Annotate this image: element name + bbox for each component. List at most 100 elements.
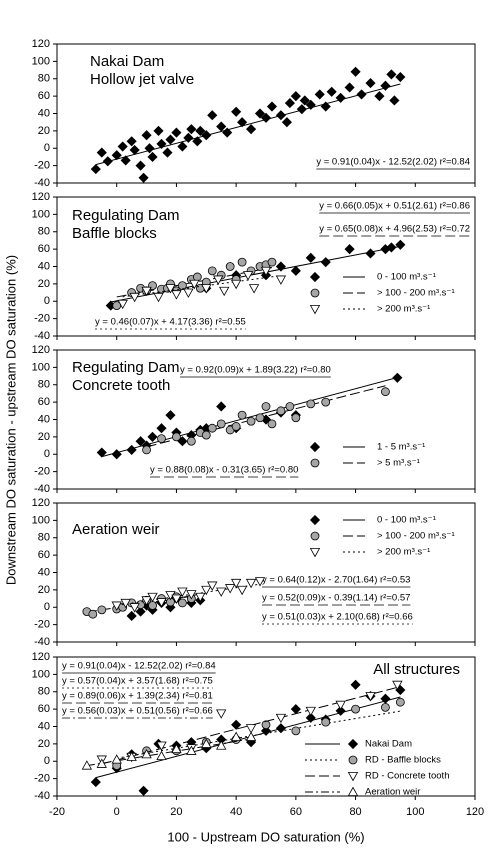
data-point	[356, 89, 367, 100]
data-point	[335, 705, 346, 716]
data-point	[254, 108, 266, 119]
data-point	[275, 261, 286, 272]
x-tick-label: 40	[230, 806, 242, 818]
data-point	[126, 444, 137, 455]
y-tick-label: 60	[38, 703, 50, 715]
data-point	[344, 82, 355, 93]
y-tick-label: 80	[38, 532, 50, 544]
data-point	[245, 724, 257, 734]
data-point	[231, 719, 242, 730]
data-point	[320, 101, 331, 112]
fit-line	[101, 376, 398, 458]
data-point	[216, 587, 227, 597]
y-tick-label: 120	[32, 651, 50, 663]
fit-equation: y = 0.56(0.03)x + 0.51(0.56) r²=0.66	[62, 706, 213, 717]
y-tick-label: 40	[38, 413, 50, 425]
panel-title: All structures	[373, 661, 460, 678]
legend-marker	[347, 772, 359, 782]
data-point	[260, 725, 272, 736]
data-point	[245, 578, 257, 589]
data-point	[186, 436, 196, 446]
data-point	[141, 130, 152, 141]
fit-equation: y = 0.89(0.06)x + 1.39(2.34) r²=0.81	[62, 691, 213, 702]
y-tick-label: 40	[38, 107, 50, 119]
y-tick-label: 20	[38, 584, 50, 596]
data-point	[183, 288, 194, 298]
y-tick-label: 40	[38, 566, 50, 578]
data-point	[138, 172, 149, 183]
data-point	[171, 743, 182, 754]
data-point	[183, 132, 194, 143]
data-point	[236, 585, 248, 596]
y-tick-label: -40	[34, 177, 50, 189]
fit-line	[95, 83, 401, 166]
y-tick-label: 0	[44, 448, 50, 460]
x-axis-label: 100 - Upstream DO saturation (%)	[167, 829, 364, 844]
data-point	[275, 110, 286, 121]
y-tick-label: 100	[32, 208, 50, 220]
data-point	[335, 700, 346, 711]
y-tick-label: 20	[38, 738, 50, 750]
data-point	[135, 160, 146, 171]
data-point	[96, 447, 107, 458]
legend-label: Aeration weir	[365, 787, 420, 798]
data-point	[148, 601, 157, 610]
data-point	[207, 110, 218, 121]
data-point	[135, 606, 146, 617]
y-tick-label: 40	[38, 260, 50, 272]
x-tick-label: 80	[349, 806, 361, 818]
legend-label: > 5 m³.s⁻¹	[377, 458, 420, 469]
data-point	[231, 106, 242, 117]
fit-line	[101, 686, 398, 765]
data-point	[291, 413, 301, 423]
data-point	[96, 147, 107, 158]
legend-label: 0 - 100 m³.s⁻¹	[377, 515, 436, 526]
data-point	[321, 717, 331, 727]
legend-marker	[309, 548, 321, 558]
data-point	[290, 704, 301, 715]
data-point	[284, 98, 295, 109]
data-point	[248, 284, 260, 294]
y-tick-label: 40	[38, 720, 50, 732]
data-point	[156, 423, 167, 434]
fit-equation: y = 0.91(0.04)x - 12.52(2.02) r²=0.84	[62, 661, 216, 672]
data-point	[195, 592, 206, 603]
data-point	[171, 290, 182, 300]
data-point	[305, 99, 316, 110]
y-tick-label: 100	[32, 361, 50, 373]
data-point	[153, 125, 164, 136]
data-point	[126, 610, 137, 622]
data-point	[306, 399, 316, 409]
data-point	[172, 432, 181, 442]
legend-marker	[310, 458, 320, 468]
legend-marker	[309, 304, 321, 315]
data-point	[237, 257, 247, 267]
y-tick-label: 60	[38, 90, 50, 102]
data-point	[192, 272, 202, 282]
panel-title: Concrete tooth	[72, 377, 170, 394]
data-point	[96, 758, 107, 768]
data-point	[219, 286, 230, 297]
data-point	[246, 416, 256, 426]
fit-equation: y = 0.64(0.12)x - 2.70(1.64) r²=0.53	[262, 575, 410, 586]
panel-title: Regulating Dam	[72, 207, 180, 224]
data-point	[290, 265, 301, 276]
data-point	[186, 745, 197, 755]
data-point	[255, 413, 265, 423]
data-point	[162, 147, 173, 158]
panel-title: Baffle blocks	[72, 225, 157, 242]
fit-equation: y = 0.51(0.03)x + 2.10(0.68) r²=0.66	[262, 612, 413, 623]
data-point	[177, 598, 187, 608]
legend-marker	[309, 271, 321, 283]
y-tick-label: 80	[38, 226, 50, 238]
panel-title: Aeration weir	[72, 521, 160, 538]
data-point	[216, 121, 227, 132]
data-point	[374, 91, 385, 102]
y-tick-label: -40	[34, 636, 50, 648]
data-point	[177, 281, 187, 291]
data-point	[177, 587, 188, 597]
data-point	[138, 785, 149, 796]
fit-equation: y = 0.65(0.08)x + 4.96(2.53) r²=0.72	[319, 224, 470, 235]
data-point	[126, 751, 137, 761]
data-point	[147, 151, 158, 163]
